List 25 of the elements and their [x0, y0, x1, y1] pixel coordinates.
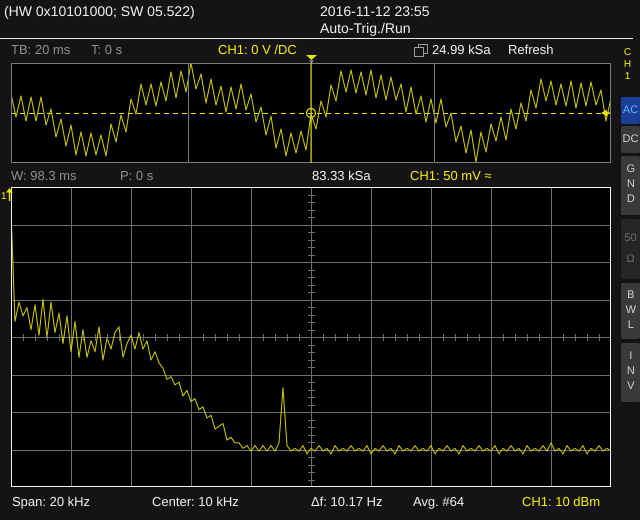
text: BWL — [624, 288, 637, 334]
text: CH1: 10 dBm — [522, 494, 600, 510]
text: TB: 20 ms — [11, 42, 70, 58]
text: Refresh — [508, 42, 554, 58]
text: CH1: 50 mV ≈ — [410, 168, 492, 184]
text: 1 — [1, 191, 7, 203]
text: 50 Ω — [623, 231, 638, 267]
text: Span: 20 kHz — [12, 494, 90, 510]
text: 83.33 kSa — [312, 168, 371, 184]
text: INV — [624, 350, 637, 395]
text: Avg. #64 — [413, 494, 464, 510]
text: Auto-Trig./Run — [320, 20, 411, 37]
text: AC — [622, 104, 638, 117]
text: CH1 — [622, 47, 633, 83]
text: P: 0 s — [120, 168, 154, 184]
text: GND — [624, 163, 637, 208]
text: (HW 0x10101000; SW 05.522) — [4, 3, 195, 20]
text: Center: 10 kHz — [152, 494, 239, 510]
text: W: 98.3 ms — [11, 168, 77, 184]
text: CH1: 0 V /DC — [218, 42, 297, 58]
text: 24.99 kSa — [432, 42, 491, 58]
text: T: 0 s — [91, 42, 122, 58]
text: DC — [622, 133, 638, 146]
text: Δf: 10.17 Hz — [311, 494, 383, 510]
text: 2016-11-12 23:55 — [320, 3, 430, 20]
